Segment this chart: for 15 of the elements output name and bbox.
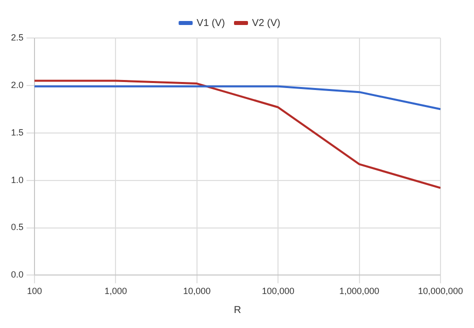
x-tick-label: 100 (26, 286, 42, 296)
x-tick-label: 10,000 (183, 286, 211, 296)
legend-label: V1 (V) (196, 18, 226, 29)
y-tick-label: 0.0 (10, 270, 24, 280)
x-tick-label: 1,000,000 (339, 286, 380, 296)
y-tick-label: 1.0 (10, 174, 24, 185)
y-tick-label: 2.0 (10, 80, 24, 90)
legend-label: V2 (V) (252, 18, 280, 29)
x-tick-label: 100,000 (262, 286, 294, 296)
y-tick-label: 2.5 (10, 32, 24, 42)
y-tick-label: 0.5 (10, 222, 24, 232)
x-tick-label: 1,000 (104, 286, 127, 296)
x-tick-label: 10,000,000 (418, 286, 463, 296)
y-tick-label: 1.5 (10, 127, 24, 138)
x-axis-title: R (234, 304, 242, 316)
